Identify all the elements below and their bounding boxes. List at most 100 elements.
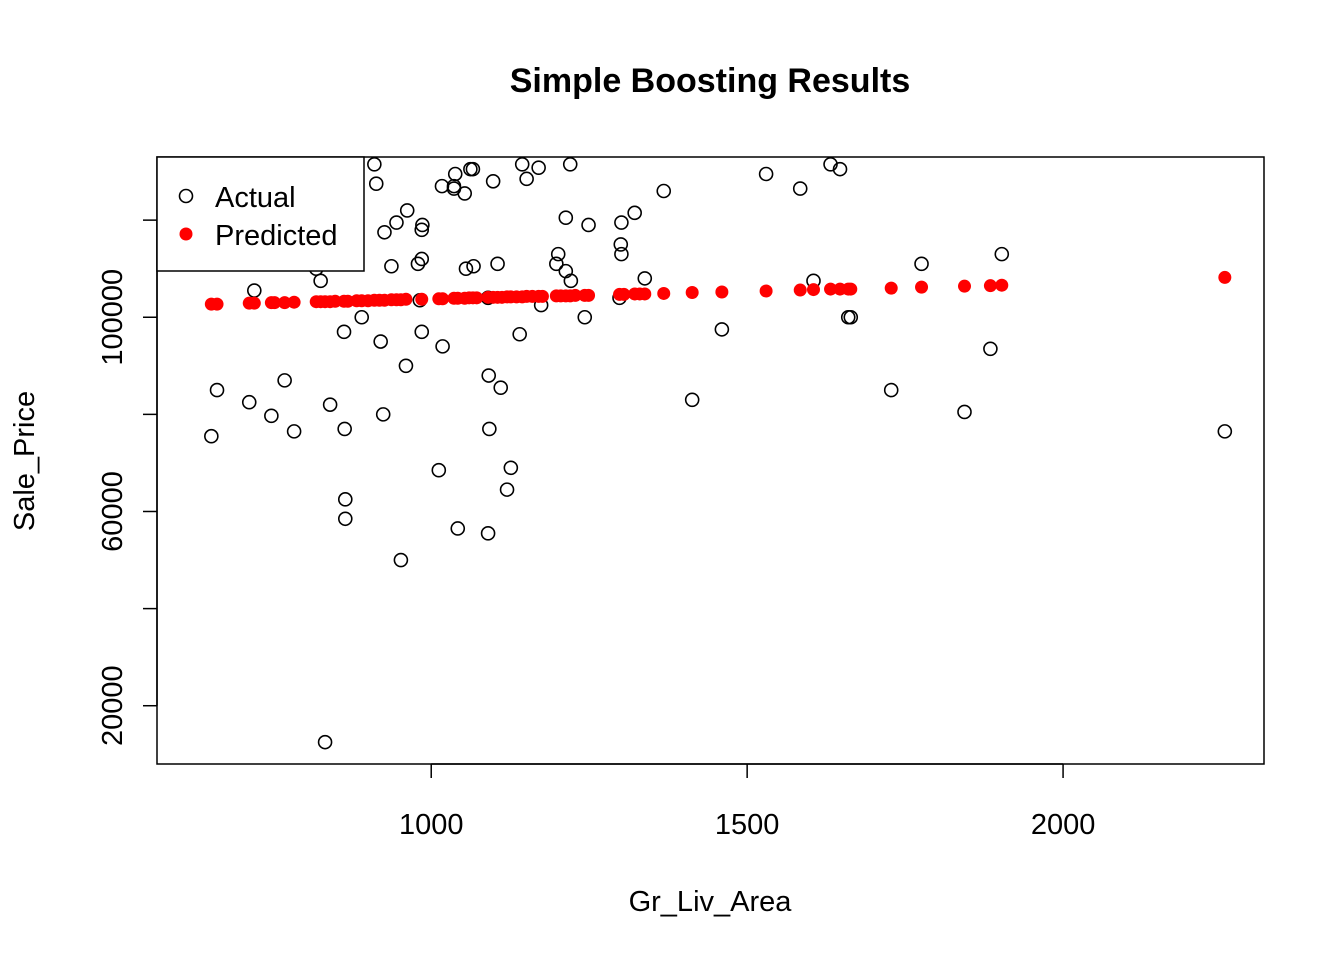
legend-predicted-label: Predicted xyxy=(215,220,338,252)
actual-point xyxy=(336,324,352,340)
actual-point xyxy=(957,404,972,420)
actual-point xyxy=(431,462,447,478)
predicted-point xyxy=(415,292,429,306)
actual-point xyxy=(264,408,279,424)
actual-point xyxy=(354,309,370,325)
actual-point xyxy=(241,394,257,410)
legend: Actual Predicted xyxy=(156,156,365,272)
actual-point xyxy=(656,183,672,199)
actual-point xyxy=(414,324,430,340)
actual-point xyxy=(758,166,774,182)
predicted-point xyxy=(995,278,1009,292)
actual-point xyxy=(398,358,414,374)
predicted-point xyxy=(915,280,929,294)
actual-point xyxy=(322,397,338,412)
actual-point xyxy=(1217,424,1233,439)
x-tick-label: 1000 xyxy=(399,809,464,841)
actual-point xyxy=(393,552,409,568)
actual-point xyxy=(313,273,328,289)
actual-point xyxy=(384,258,399,274)
actual-point xyxy=(550,246,566,262)
x-axis-label: Gr_Liv_Area xyxy=(629,886,793,918)
actual-point xyxy=(482,421,497,437)
actual-point xyxy=(481,368,497,383)
actual-point xyxy=(577,309,593,325)
predicted-point xyxy=(617,287,631,301)
actual-point xyxy=(415,217,430,233)
actual-point xyxy=(983,341,998,357)
actual-point xyxy=(389,215,404,230)
actual-point xyxy=(373,334,388,349)
actual-point xyxy=(490,256,505,272)
actual-point xyxy=(375,407,391,422)
predicted-point xyxy=(844,282,858,296)
predicted-point xyxy=(884,281,898,295)
actual-point xyxy=(549,256,564,272)
predicted-point xyxy=(399,292,413,306)
x-tick-label: 1500 xyxy=(715,809,780,841)
predicted-point xyxy=(759,284,773,298)
actual-point xyxy=(465,161,481,177)
actual-point xyxy=(367,156,382,172)
actual-point xyxy=(435,339,450,354)
legend-actual-label: Actual xyxy=(215,182,296,214)
actual-point xyxy=(286,424,302,439)
actual-point xyxy=(684,392,700,408)
actual-point xyxy=(512,326,527,342)
actual-point xyxy=(994,246,1010,262)
predicted-point xyxy=(685,285,699,299)
predicted-point xyxy=(287,295,301,309)
actual-point xyxy=(637,271,653,286)
predicted-point xyxy=(582,288,596,302)
legend-actual-marker xyxy=(178,188,194,204)
actual-point xyxy=(457,186,473,201)
x-tick-label: 2000 xyxy=(1031,809,1096,841)
actual-point xyxy=(823,156,838,172)
actual-point xyxy=(519,171,534,187)
predicted-point xyxy=(568,288,582,302)
actual-point xyxy=(368,176,384,192)
predicted-point xyxy=(436,292,450,306)
y-tick-label: 100000 xyxy=(97,269,129,366)
actual-point xyxy=(503,460,519,476)
actual-point xyxy=(209,382,225,398)
actual-point xyxy=(613,237,629,252)
predicted-point xyxy=(793,283,807,297)
actual-point xyxy=(493,380,509,395)
predicted-point xyxy=(958,279,972,293)
predicted-point xyxy=(824,282,838,296)
actual-point xyxy=(414,222,430,238)
actual-point xyxy=(514,156,530,172)
predicted-point xyxy=(715,285,729,299)
actual-point xyxy=(480,526,496,541)
legend-box xyxy=(156,156,365,272)
actual-series xyxy=(204,156,1233,750)
actual-point xyxy=(843,309,859,325)
actual-point xyxy=(499,482,515,497)
actual-point xyxy=(558,210,574,225)
predicted-point xyxy=(210,297,224,311)
actual-point xyxy=(204,428,219,444)
actual-point xyxy=(410,256,426,272)
predicted-series xyxy=(204,270,1232,311)
actual-point xyxy=(414,251,430,267)
actual-point xyxy=(277,373,292,388)
predicted-point xyxy=(470,291,484,305)
predicted-point xyxy=(1218,270,1232,284)
actual-point xyxy=(714,322,730,337)
y-tick-label: 60000 xyxy=(97,471,129,552)
predicted-point xyxy=(247,296,261,310)
predicted-point xyxy=(657,286,671,300)
y-axis-label: Sale_Price xyxy=(9,391,41,531)
actual-point xyxy=(485,173,501,189)
predicted-point xyxy=(983,279,997,293)
actual-point xyxy=(337,421,352,437)
actual-point xyxy=(450,521,466,536)
actual-point xyxy=(434,178,450,194)
chart-title: Simple Boosting Results xyxy=(510,62,911,100)
actual-point xyxy=(627,205,642,221)
actual-point xyxy=(247,283,262,298)
legend-predicted-marker xyxy=(179,227,193,241)
actual-point xyxy=(466,258,481,274)
x-axis: 1000 1500 2000 xyxy=(399,763,1096,841)
